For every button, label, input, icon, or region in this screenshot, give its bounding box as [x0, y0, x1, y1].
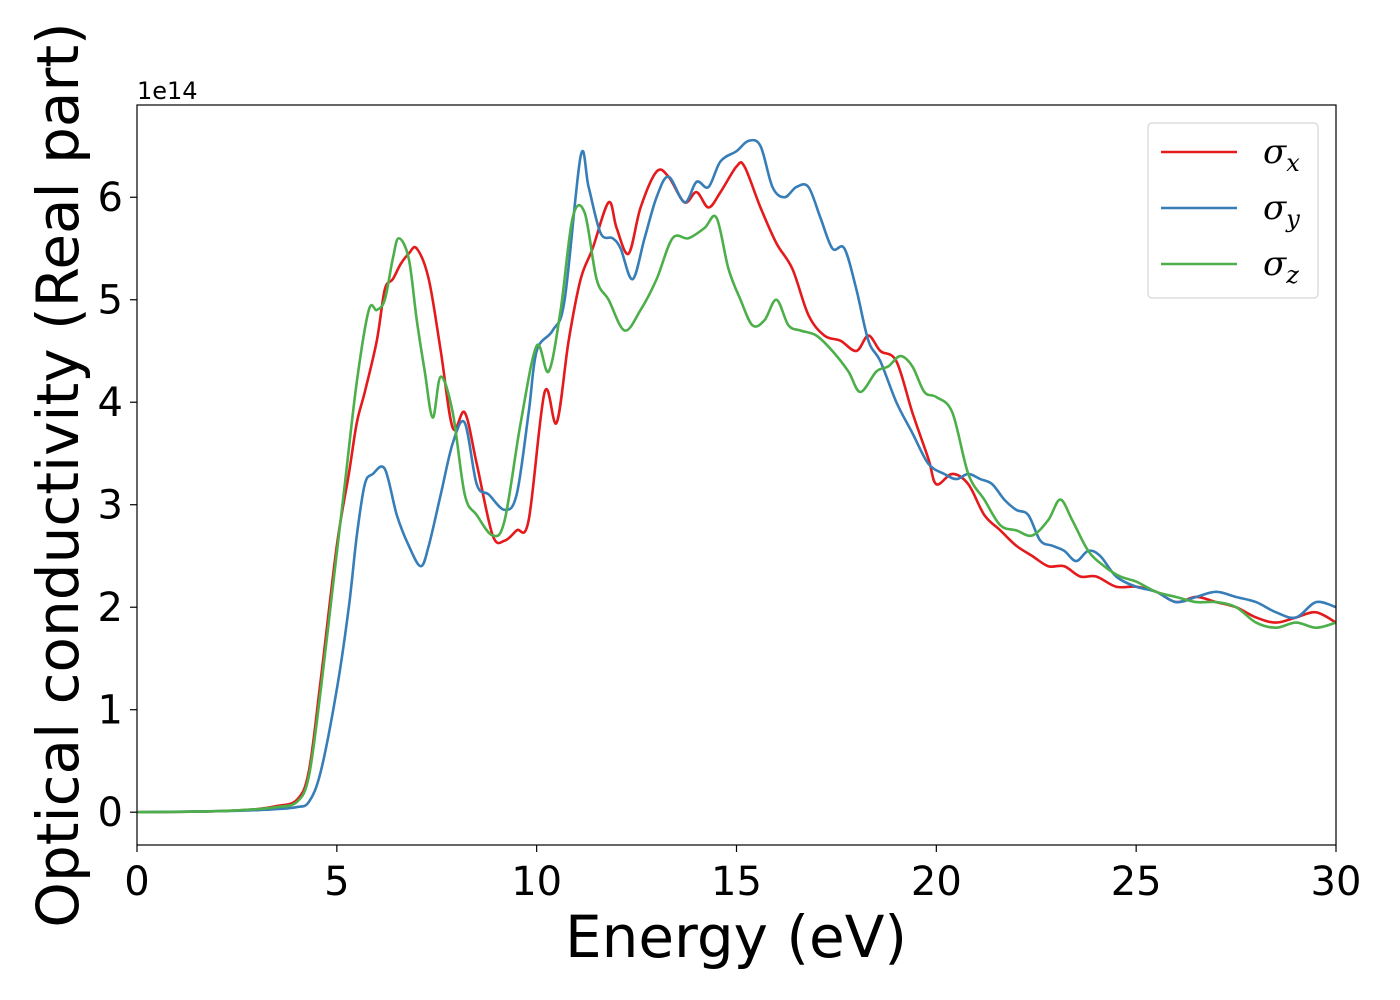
legend-label-sigma-y: σy — [1263, 188, 1300, 233]
x-tick-label: 5 — [324, 859, 349, 905]
plot-background — [137, 105, 1336, 845]
y-tick-label: 1 — [98, 688, 123, 734]
x-tick-label: 10 — [511, 859, 562, 905]
y-tick-label: 0 — [98, 790, 123, 836]
y-tick-label: 3 — [98, 483, 123, 529]
x-tick-label: 30 — [1311, 859, 1362, 905]
y-axis-label: Optical conductivity (Real part) — [24, 22, 92, 927]
series-line-sigma-z — [136, 203, 1337, 814]
y-tick-label: 6 — [98, 175, 123, 221]
y-tick-label: 5 — [98, 278, 123, 324]
x-tick-label: 15 — [711, 859, 762, 905]
x-axis: 0 5 10 15 20 25 30 — [124, 845, 1361, 905]
y-tick-label: 4 — [98, 380, 123, 426]
y-axis: 0 1 2 3 4 5 6 — [98, 175, 137, 836]
series-layer — [136, 138, 1337, 814]
y-offset-label: 1e14 — [137, 77, 198, 105]
legend-frame — [1147, 122, 1319, 299]
x-tick-label: 25 — [1111, 859, 1162, 905]
x-tick-label: 0 — [124, 859, 149, 905]
series-line-sigma-y — [136, 138, 1337, 814]
x-axis-label: Energy (eV) — [565, 903, 907, 971]
legend-label-sigma-z: σz — [1263, 244, 1299, 289]
y-tick-label: 2 — [98, 585, 123, 631]
legend-label-sigma-x: σx — [1263, 132, 1300, 177]
legend: σx σy σz — [1147, 122, 1319, 299]
x-tick-label: 20 — [911, 859, 962, 905]
